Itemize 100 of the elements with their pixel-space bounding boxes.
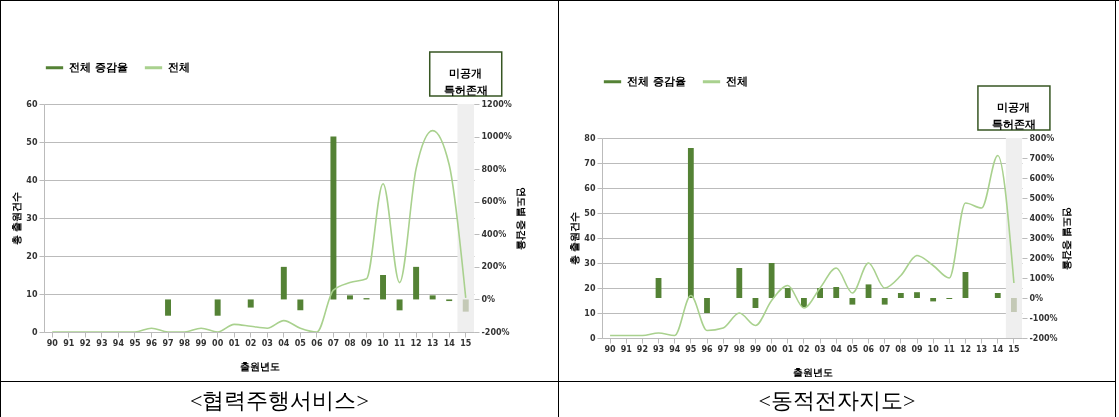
y2-tick-label: 700% [1029, 153, 1055, 163]
x-tick-label: 15 [460, 338, 472, 348]
y-axis-title: 총 출원건수 [569, 211, 581, 266]
y2-tick-label: 600% [1029, 173, 1055, 183]
x-tick-label: 15 [1008, 344, 1020, 354]
y-tick-label: 0 [31, 327, 38, 337]
y2-tick-label: 1200% [481, 99, 512, 109]
y2-tick-label: 400% [1029, 213, 1055, 223]
x-tick-label: 94 [112, 338, 125, 348]
x-tick-label: 92 [636, 344, 648, 354]
x-tick-label: 98 [179, 338, 191, 348]
x-tick-label: 03 [261, 338, 273, 348]
y2-tick-label: 400% [481, 229, 507, 239]
x-tick-label: 12 [410, 338, 422, 348]
x-axis-title: 출원년도 [239, 360, 280, 372]
y-tick-label: 50 [584, 208, 596, 218]
y-tick-label: 20 [584, 283, 596, 293]
y-tick-label: 60 [26, 99, 38, 109]
x-tick-label: 99 [749, 344, 762, 354]
x-tick-label: 02 [798, 344, 810, 354]
x-tick-label: 00 [212, 338, 224, 348]
y-tick-label: 40 [26, 175, 38, 185]
x-tick-label: 97 [717, 344, 729, 354]
band-label: 미공개 특허존재 [443, 67, 488, 97]
x-tick-label: 95 [129, 338, 141, 348]
y2-axis-title: 연도별 증감율 [515, 186, 527, 251]
x-tick-label: 11 [394, 338, 406, 348]
y2-tick-label: -200% [481, 327, 510, 337]
x-tick-label: 93 [96, 338, 108, 348]
x-tick-label: 99 [195, 338, 208, 348]
y-tick-label: 50 [26, 137, 38, 147]
y-tick-label: 10 [584, 308, 596, 318]
y2-tick-label: 100% [1029, 273, 1055, 283]
x-tick-label: 10 [927, 344, 940, 354]
x-tick-label: 14 [992, 344, 1004, 354]
x-tick-label: 97 [162, 338, 174, 348]
y-tick-label: 30 [584, 258, 596, 268]
x-tick-label: 13 [976, 344, 988, 354]
y2-tick-label: 300% [1029, 233, 1055, 243]
y2-tick-label: 600% [481, 197, 507, 207]
x-tick-label: 01 [782, 344, 794, 354]
y-tick-label: 70 [584, 158, 596, 168]
x-tick-label: 04 [830, 344, 843, 354]
x-tick-label: 10 [377, 338, 390, 348]
legend-label: 전체 증감율 [69, 60, 128, 74]
x-tick-label: 94 [669, 344, 681, 354]
x-tick-label: 14 [443, 338, 456, 348]
x-tick-label: 05 [294, 338, 307, 348]
y-tick-label: 40 [584, 233, 596, 243]
x-tick-label: 07 [327, 338, 339, 348]
y2-tick-label: -200% [1029, 333, 1058, 343]
y-tick-label: 20 [26, 251, 38, 261]
x-axis-title: 출원년도 [792, 366, 833, 378]
x-tick-label: 96 [701, 344, 713, 354]
x-tick-label: 05 [846, 344, 859, 354]
y-tick-label: 10 [26, 289, 38, 299]
y2-tick-label: 1000% [481, 132, 512, 142]
x-tick-label: 91 [620, 344, 633, 354]
x-tick-label: 90 [46, 338, 59, 348]
x-tick-label: 06 [311, 338, 323, 348]
x-tick-label: 09 [360, 338, 373, 348]
x-tick-label: 91 [63, 338, 75, 348]
y2-tick-label: 200% [1029, 253, 1055, 263]
x-tick-label: 00 [766, 344, 778, 354]
y-tick-label: 30 [26, 213, 38, 223]
y2-tick-label: 800% [1029, 133, 1055, 143]
x-tick-label: 13 [427, 338, 439, 348]
y2-tick-label: 500% [1029, 193, 1055, 203]
x-tick-label: 98 [733, 344, 746, 354]
x-tick-label: 92 [79, 338, 91, 348]
x-tick-label: 03 [814, 344, 826, 354]
legend-label: 전체 증감율 [627, 74, 686, 88]
text: <동적전자지도> [559, 381, 1115, 417]
x-tick-label: 08 [344, 338, 356, 348]
x-tick-label: 96 [145, 338, 158, 348]
y-tick-label: 0 [589, 333, 596, 343]
x-tick-label: 01 [228, 338, 241, 348]
x-tick-label: 11 [943, 344, 956, 354]
text: <협력주행서비스> [1, 381, 558, 417]
legend-label: 전체 [726, 74, 748, 88]
band-label: 미공개 특허존재 [991, 101, 1036, 131]
y2-tick-label: 0% [1029, 293, 1044, 303]
x-tick-label: 04 [278, 338, 290, 348]
y2-tick-label: 0% [481, 294, 496, 304]
y2-tick-label: 200% [481, 262, 507, 272]
y2-tick-label: -100% [1029, 313, 1058, 323]
y2-tick-label: 800% [481, 164, 507, 174]
y-axis-title: 총 출원건수 [11, 191, 23, 246]
x-tick-label: 02 [245, 338, 257, 348]
x-tick-label: 08 [895, 344, 907, 354]
x-tick-label: 09 [911, 344, 923, 354]
legend-label: 전체 [168, 60, 190, 74]
x-tick-label: 06 [862, 344, 875, 354]
x-tick-label: 07 [879, 344, 891, 354]
x-tick-label: 93 [652, 344, 665, 354]
x-tick-label: 90 [604, 344, 617, 354]
x-tick-label: 12 [959, 344, 972, 354]
y-tick-label: 60 [584, 183, 596, 193]
y-tick-label: 80 [584, 133, 596, 143]
x-tick-label: 95 [685, 344, 697, 354]
